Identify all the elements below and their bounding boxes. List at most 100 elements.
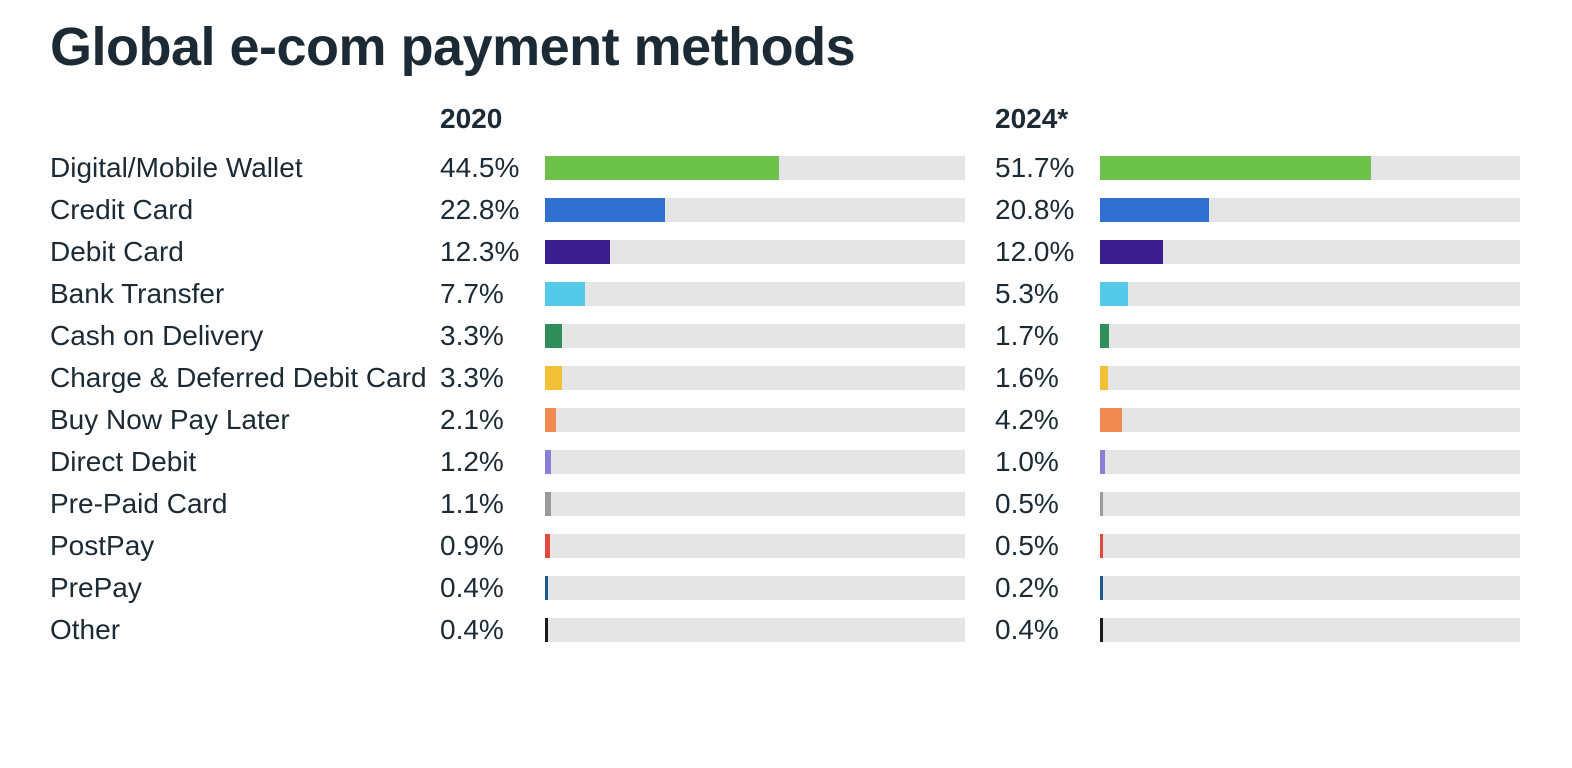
bar-fill — [1100, 534, 1103, 558]
bar-cell: 1.6% — [995, 357, 1520, 399]
bar-track — [1100, 492, 1520, 516]
bar-fill — [545, 450, 551, 474]
bar-track — [1100, 450, 1520, 474]
category-label: Other — [50, 609, 440, 651]
value-label: 20.8% — [995, 196, 1090, 224]
value-label: 1.1% — [440, 490, 535, 518]
bar-track — [545, 576, 965, 600]
value-label: 22.8% — [440, 196, 535, 224]
value-label: 51.7% — [995, 154, 1090, 182]
year-label: 2024* — [995, 105, 1090, 147]
value-label: 3.3% — [440, 364, 535, 392]
bar-track — [545, 534, 965, 558]
bar-cell: 5.3% — [995, 273, 1520, 315]
value-label: 0.9% — [440, 532, 535, 560]
bar-cell: 51.7% — [995, 147, 1520, 189]
bar-fill — [1100, 156, 1371, 180]
bar-cell: 1.2% — [440, 441, 965, 483]
bar-track — [545, 492, 965, 516]
value-label: 0.4% — [440, 616, 535, 644]
bar-fill — [1100, 198, 1209, 222]
category-label: Digital/Mobile Wallet — [50, 147, 440, 189]
category-label: Charge & Deferred Debit Card — [50, 357, 440, 399]
value-label: 0.5% — [995, 490, 1090, 518]
year-label: 2020 — [440, 105, 535, 147]
bar-cell: 1.7% — [995, 315, 1520, 357]
value-label: 0.5% — [995, 532, 1090, 560]
bar-fill — [545, 618, 548, 642]
bar-cell: 4.2% — [995, 399, 1520, 441]
bar-fill — [1100, 618, 1103, 642]
value-label: 7.7% — [440, 280, 535, 308]
value-label: 3.3% — [440, 322, 535, 350]
bar-fill — [545, 576, 548, 600]
category-label: Bank Transfer — [50, 273, 440, 315]
bar-cell: 0.5% — [995, 483, 1520, 525]
bar-track — [545, 408, 965, 432]
bar-fill — [545, 534, 550, 558]
category-label: PrePay — [50, 567, 440, 609]
bar-cell: 1.0% — [995, 441, 1520, 483]
bar-track — [545, 618, 965, 642]
bar-cell: 7.7% — [440, 273, 965, 315]
bar-track — [545, 198, 965, 222]
bar-cell: 1.1% — [440, 483, 965, 525]
bar-cell: 3.3% — [440, 357, 965, 399]
bar-cell: 3.3% — [440, 315, 965, 357]
bar-track — [545, 282, 965, 306]
category-label: PostPay — [50, 525, 440, 567]
bar-track — [1100, 324, 1520, 348]
bar-track — [545, 240, 965, 264]
category-label: Buy Now Pay Later — [50, 399, 440, 441]
bar-cell: 0.4% — [440, 609, 965, 651]
bar-track — [1100, 366, 1520, 390]
bar-track — [545, 366, 965, 390]
bar-track — [545, 324, 965, 348]
bar-cell: 0.2% — [995, 567, 1520, 609]
bar-fill — [1100, 450, 1105, 474]
bar-fill — [545, 282, 585, 306]
category-label: Cash on Delivery — [50, 315, 440, 357]
chart-container: Global e-com payment methods 2020 2024* Di… — [0, 0, 1572, 691]
bar-track — [1100, 198, 1520, 222]
bar-fill — [545, 324, 562, 348]
value-label: 1.6% — [995, 364, 1090, 392]
bar-track — [1100, 618, 1520, 642]
bar-fill — [545, 366, 562, 390]
value-label: 0.4% — [995, 616, 1090, 644]
bar-cell: 0.5% — [995, 525, 1520, 567]
value-label: 2.1% — [440, 406, 535, 434]
bar-track — [1100, 576, 1520, 600]
value-label: 0.4% — [440, 574, 535, 602]
bar-fill — [1100, 576, 1103, 600]
bar-fill — [545, 492, 551, 516]
value-label: 1.2% — [440, 448, 535, 476]
bar-fill — [1100, 366, 1108, 390]
value-label: 1.7% — [995, 322, 1090, 350]
bar-track — [545, 156, 965, 180]
bar-cell: 12.3% — [440, 231, 965, 273]
bar-cell: 0.9% — [440, 525, 965, 567]
category-label: Credit Card — [50, 189, 440, 231]
value-label: 5.3% — [995, 280, 1090, 308]
bar-cell: 0.4% — [440, 567, 965, 609]
bar-cell: 20.8% — [995, 189, 1520, 231]
bar-cell: 2.1% — [440, 399, 965, 441]
bar-track — [1100, 156, 1520, 180]
bar-cell: 44.5% — [440, 147, 965, 189]
chart-grid: 2020 2024* Digital/Mobile Wallet44.5% 51.7%… — [50, 105, 1522, 651]
bar-fill — [545, 156, 779, 180]
value-label: 1.0% — [995, 448, 1090, 476]
value-label: 44.5% — [440, 154, 535, 182]
bar-track — [1100, 282, 1520, 306]
category-label: Pre-Paid Card — [50, 483, 440, 525]
category-label: Direct Debit — [50, 441, 440, 483]
category-label: Debit Card — [50, 231, 440, 273]
bar-fill — [1100, 492, 1103, 516]
year-header-2024: 2024* — [995, 105, 1520, 147]
bar-fill — [545, 240, 610, 264]
chart-title: Global e-com payment methods — [50, 18, 1522, 77]
bar-cell: 0.4% — [995, 609, 1520, 651]
bar-cell: 12.0% — [995, 231, 1520, 273]
value-label: 4.2% — [995, 406, 1090, 434]
